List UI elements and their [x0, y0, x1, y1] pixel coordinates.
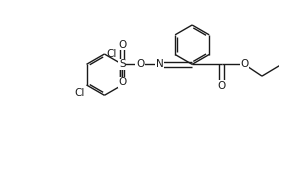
Text: S: S [119, 59, 126, 69]
Text: O: O [240, 59, 248, 69]
Text: O: O [217, 81, 226, 91]
Text: O: O [118, 77, 126, 87]
Text: O: O [136, 59, 144, 69]
Text: N: N [156, 59, 164, 69]
Text: Cl: Cl [106, 49, 117, 59]
Text: Cl: Cl [74, 88, 85, 98]
Text: O: O [118, 40, 126, 50]
